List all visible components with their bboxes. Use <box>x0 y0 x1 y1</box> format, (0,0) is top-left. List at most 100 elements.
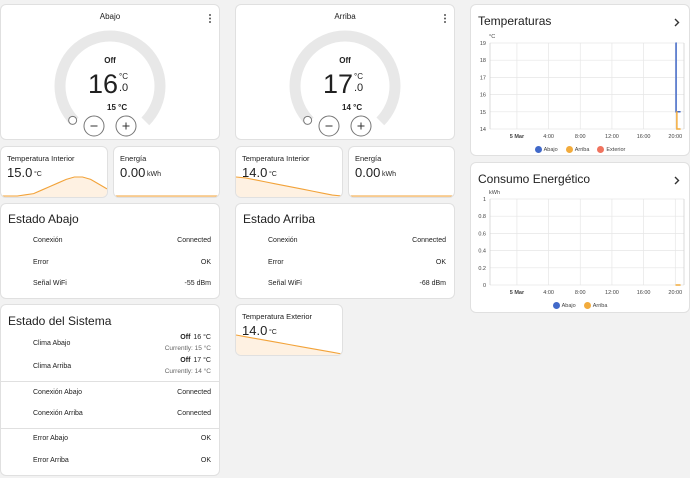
x-tick-label: 4:00 <box>543 290 554 296</box>
entity-label: Conexión Arriba <box>33 410 83 417</box>
icon-shape <box>12 257 22 268</box>
hvac-state: Off <box>104 56 116 65</box>
icon-shape <box>15 367 19 370</box>
icon-shape <box>96 158 101 162</box>
y-tick-label: 19 <box>480 41 486 47</box>
gauge-track <box>289 30 401 126</box>
sensor-unit: kWh <box>147 171 161 178</box>
icon-shape <box>15 285 19 288</box>
thermostat-name: Arriba <box>334 12 356 21</box>
sensor-title: Temperatura Exterior <box>242 312 313 321</box>
card-title: Estado del Sistema <box>8 314 112 328</box>
entity-value: OK <box>200 435 211 442</box>
target-temperature: 17 <box>322 69 353 99</box>
climate-target: Off 16 °C <box>180 334 211 341</box>
x-tick-label: 12:00 <box>605 134 619 140</box>
entity-label: Error <box>268 258 284 266</box>
card-title: Temperaturas <box>478 14 552 28</box>
entity-label: Señal WiFi <box>33 280 67 287</box>
climate-current: Currently: 15 °C <box>164 345 211 352</box>
icon-shape <box>14 437 20 442</box>
icon-shape <box>11 236 23 240</box>
legend-swatch <box>552 302 560 309</box>
entity-value: Connected <box>177 389 211 396</box>
card-title: Estado Abajo <box>8 212 79 226</box>
icon-shape <box>100 107 104 111</box>
icon-shape <box>248 282 256 285</box>
icon-shape <box>13 239 21 242</box>
entity-label: Error <box>33 258 49 266</box>
x-tick-label: 12:00 <box>605 290 619 296</box>
icon-shape <box>246 279 258 283</box>
icon-shape <box>332 153 335 160</box>
entity-value: Connected <box>177 410 211 417</box>
legend-item[interactable]: Arriba <box>565 146 590 153</box>
icon-shape <box>331 158 336 162</box>
legend-label: Abajo <box>543 146 558 153</box>
open-chevron[interactable] <box>674 176 680 185</box>
entities-card: Estado Arriba Conexión Connected Error OK Señ… <box>235 203 455 299</box>
legend-label: Abajo <box>561 302 576 309</box>
y-tick-label: 15 <box>480 110 486 116</box>
icon-shape <box>12 362 22 372</box>
sparkline <box>114 195 219 197</box>
icon-shape <box>248 239 256 242</box>
entity-label: Error Arriba <box>33 457 69 464</box>
target-temperature: 16 <box>87 69 118 99</box>
climate-label: Clima Arriba <box>33 363 72 370</box>
sensor-card: Energía 0.00 kWh <box>348 146 455 198</box>
menu-dot <box>444 21 446 23</box>
history-chart: °C19 18 17 16 15 14 5 Mar 4:00 8:00 12:00 16:00 20:… <box>480 18 685 140</box>
card-title: Consumo Energético <box>478 172 591 186</box>
sensor-unit: °C <box>269 171 277 178</box>
legend-item[interactable]: Exterior <box>597 146 625 153</box>
entity-value: -55 dBm <box>184 280 211 287</box>
legend-item[interactable]: Abajo <box>552 302 576 309</box>
sensor-card: Temperatura Interior 15.0 °C <box>0 146 108 198</box>
thermostat-graphic <box>289 14 446 137</box>
current-temperature: 15 °C <box>107 103 128 112</box>
icon-shape <box>13 282 21 285</box>
menu-dot <box>444 14 446 16</box>
entity-label: Error Abajo <box>33 435 69 442</box>
entity-value: OK <box>200 457 211 464</box>
axis-unit: kWh <box>489 190 500 196</box>
sparkline <box>236 176 342 197</box>
icon-shape <box>14 459 20 464</box>
legend-item[interactable]: Abajo <box>534 146 558 153</box>
legend-label: Arriba <box>574 146 590 153</box>
x-tick-label: 5 Mar <box>510 134 525 140</box>
series-line <box>676 111 681 130</box>
icon-shape <box>12 339 22 349</box>
sensor-unit: °C <box>34 171 42 178</box>
open-chevron[interactable] <box>674 18 680 27</box>
sparkline-area <box>236 177 342 197</box>
sensor-title: Energía <box>120 154 147 163</box>
icon-shape <box>207 153 214 162</box>
icon-shape <box>246 236 258 240</box>
sparkline <box>1 176 107 197</box>
card-title: Estado Arriba <box>243 212 316 226</box>
entity-label: Conexión Abajo <box>33 389 83 396</box>
climate-state: Off <box>180 334 191 341</box>
climate-label: Clima Abajo <box>33 340 71 347</box>
legend-swatch <box>583 302 591 309</box>
y-tick-label: 0.8 <box>478 214 486 220</box>
legend-item[interactable]: Arriba <box>583 302 608 309</box>
y-tick-label: 14 <box>480 127 486 133</box>
sensor-card: Temperatura Interior 14.0 °C <box>235 146 343 198</box>
sparkline-area <box>1 177 107 197</box>
x-tick-label: 16:00 <box>637 134 651 140</box>
sparkline <box>236 334 342 355</box>
y-tick-label: 1 <box>483 197 486 203</box>
thermostat-card: Arriba Off 17 °C .0 14 °C <box>235 4 455 140</box>
icon-shape <box>331 316 336 320</box>
entity-label: Señal WiFi <box>268 280 302 287</box>
icon-shape <box>15 344 19 347</box>
legend-label: Arriba <box>592 302 608 309</box>
sparkline <box>349 195 454 197</box>
icon-shape <box>442 153 449 162</box>
sensor-value: 15.0 <box>7 165 33 180</box>
menu-dot <box>209 14 211 16</box>
